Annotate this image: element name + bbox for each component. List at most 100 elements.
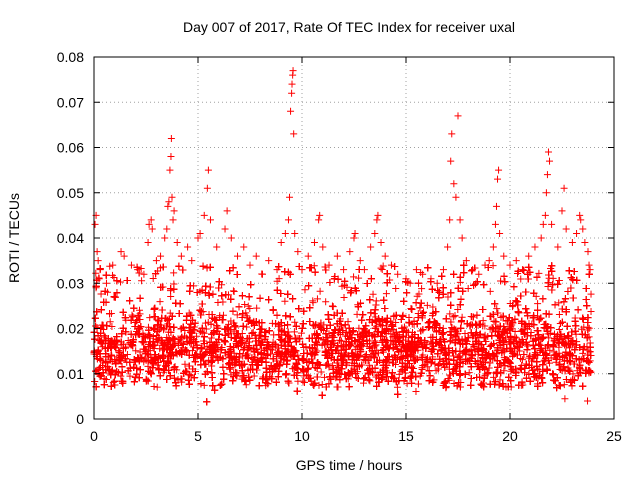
data-point	[108, 322, 116, 330]
data-point	[136, 348, 144, 356]
data-point	[555, 311, 563, 319]
data-point	[545, 334, 553, 342]
data-point	[534, 300, 542, 308]
data-point	[259, 354, 267, 362]
data-point	[464, 284, 472, 292]
data-point	[201, 319, 209, 327]
data-point	[202, 325, 210, 333]
data-point	[370, 310, 378, 318]
data-point	[546, 346, 554, 354]
data-point	[299, 377, 307, 385]
data-point	[418, 285, 426, 293]
data-point	[137, 264, 145, 272]
data-point	[253, 304, 261, 312]
data-point	[427, 338, 435, 346]
data-point	[397, 367, 405, 375]
data-point	[392, 284, 400, 292]
data-point	[100, 332, 108, 340]
data-point	[490, 373, 498, 381]
data-point	[233, 311, 241, 319]
data-point	[230, 288, 238, 295]
data-point	[106, 318, 114, 326]
data-point	[517, 354, 525, 362]
data-point	[489, 262, 497, 270]
data-point	[393, 383, 401, 391]
data-point	[395, 370, 403, 378]
data-point	[229, 287, 237, 295]
data-point	[305, 364, 313, 372]
data-points	[90, 67, 595, 406]
data-point	[413, 292, 421, 300]
data-point	[369, 290, 377, 298]
data-point	[156, 298, 164, 306]
data-point	[355, 324, 363, 332]
data-point	[444, 293, 452, 301]
data-point	[587, 307, 595, 315]
data-point	[322, 298, 330, 306]
data-point	[309, 299, 317, 307]
data-point	[555, 299, 563, 307]
data-point	[341, 351, 349, 359]
data-point	[250, 372, 258, 380]
data-point	[97, 290, 105, 298]
data-point	[316, 287, 324, 295]
data-point	[193, 332, 201, 340]
data-point	[486, 287, 494, 295]
data-point	[496, 376, 504, 384]
data-point	[493, 370, 501, 378]
data-point	[458, 313, 466, 321]
data-point	[297, 329, 305, 337]
data-point	[181, 360, 189, 368]
data-point	[284, 341, 292, 349]
data-point	[242, 309, 250, 317]
data-point	[572, 330, 580, 338]
data-point	[92, 269, 100, 277]
data-point	[128, 311, 136, 319]
data-point	[555, 326, 563, 334]
data-point	[123, 351, 131, 359]
data-point	[429, 303, 437, 311]
data-point	[423, 301, 431, 309]
data-point	[561, 395, 569, 403]
data-point	[132, 347, 140, 355]
data-point	[493, 305, 501, 313]
data-point	[580, 323, 588, 331]
data-point	[382, 290, 390, 298]
data-point	[290, 328, 298, 336]
data-point	[378, 266, 386, 274]
data-point	[294, 351, 302, 359]
data-point	[136, 306, 144, 314]
data-point	[170, 269, 178, 277]
data-point	[485, 364, 493, 372]
data-point	[138, 277, 146, 285]
data-point	[178, 378, 186, 386]
data-point	[352, 373, 360, 381]
data-point	[518, 356, 526, 364]
data-point	[455, 352, 463, 360]
data-point	[281, 297, 289, 305]
data-point	[449, 313, 457, 321]
data-point	[446, 310, 454, 318]
data-point	[412, 387, 420, 395]
data-point	[318, 381, 326, 389]
data-point	[587, 290, 595, 298]
data-point	[317, 368, 325, 376]
data-point	[291, 318, 299, 326]
data-point	[313, 295, 321, 303]
data-point	[140, 339, 148, 347]
data-point	[244, 302, 252, 310]
data-point	[146, 314, 154, 322]
data-point	[149, 275, 157, 283]
data-point	[465, 369, 473, 377]
data-point	[560, 357, 568, 365]
data-point	[241, 301, 249, 309]
data-point	[407, 305, 415, 313]
data-point	[329, 362, 337, 370]
data-point	[454, 305, 462, 313]
data-point	[555, 349, 563, 357]
data-point	[280, 322, 288, 330]
data-point	[366, 377, 374, 385]
data-point	[126, 372, 134, 380]
data-point	[355, 274, 363, 282]
data-point	[535, 366, 543, 374]
